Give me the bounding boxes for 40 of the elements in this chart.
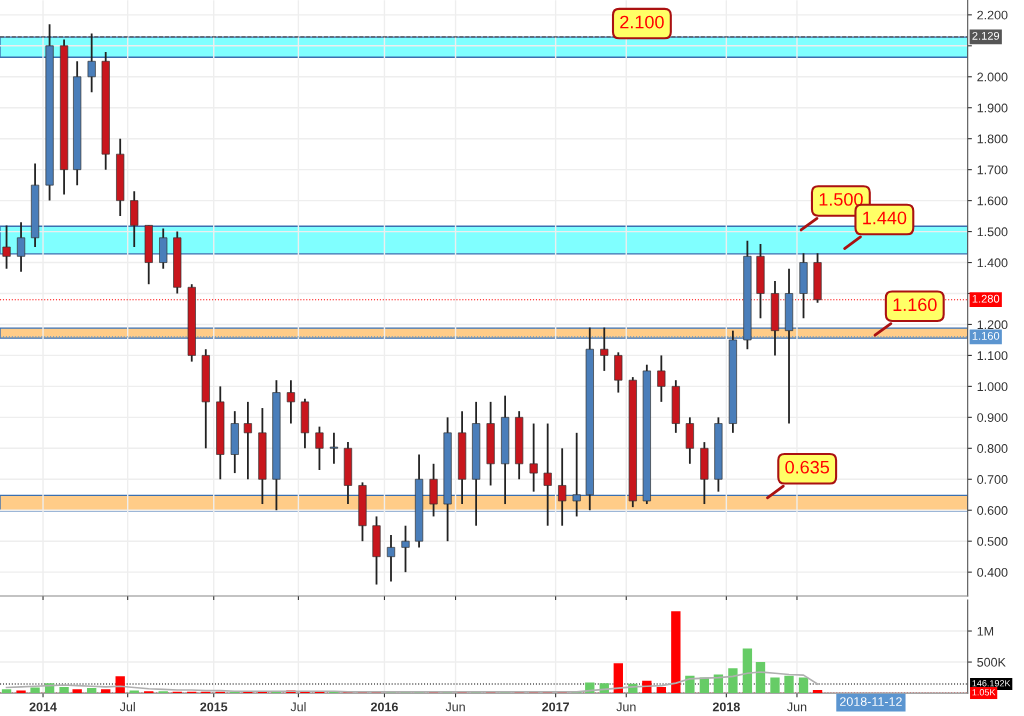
y-tick-label: 1.600 bbox=[977, 196, 1008, 206]
y-tick-label: 1M bbox=[977, 626, 994, 636]
ref-line-label: 1.280 bbox=[972, 294, 1000, 303]
x-tick-label: 2016 bbox=[370, 702, 398, 712]
y-tick-label: 0.400 bbox=[977, 567, 1008, 577]
ref-line-label: 2.129 bbox=[972, 31, 1000, 40]
annotation: 1.160 bbox=[893, 298, 937, 312]
y-tick-label: 1.900 bbox=[977, 103, 1008, 113]
x-tick-label: 2014 bbox=[29, 702, 57, 712]
ref-line-label: 1.160 bbox=[972, 331, 1000, 340]
y-tick-label: 500K bbox=[977, 657, 1006, 667]
x-tick-label: 2018 bbox=[712, 702, 740, 712]
x-tick-label: Jun bbox=[787, 702, 807, 712]
y-tick-label: 1.100 bbox=[977, 351, 1008, 361]
y-tick-label: 2.200 bbox=[977, 10, 1008, 20]
y-tick-label: 2.000 bbox=[977, 72, 1008, 82]
annotation: 0.635 bbox=[785, 460, 830, 474]
y-tick-label: 1.800 bbox=[977, 134, 1008, 144]
y-tick-label: 0.700 bbox=[977, 475, 1008, 484]
y-tick-label: 1.500 bbox=[977, 227, 1008, 237]
y-tick-label: 1.200 bbox=[977, 320, 1008, 330]
y-tick-label: 1.400 bbox=[977, 258, 1008, 268]
text: 2018-11-12 bbox=[840, 697, 902, 706]
y-tick-label: 0.900 bbox=[977, 413, 1008, 422]
annotation: 1.440 bbox=[863, 211, 907, 225]
y-tick-label: 1.000 bbox=[977, 382, 1008, 392]
ref-line-label: 146.192K bbox=[972, 680, 1011, 687]
x-tick-label: Jun bbox=[616, 702, 636, 712]
annotation: 1.500 bbox=[819, 193, 863, 206]
x-tick-label: Jun bbox=[445, 702, 465, 712]
x-tick-label: Jul bbox=[119, 702, 135, 712]
annotation: 2.100 bbox=[620, 15, 664, 29]
y-tick-label: 0.800 bbox=[977, 444, 1008, 453]
y-tick-label: 1.700 bbox=[977, 165, 1008, 175]
y-tick-label: 0.600 bbox=[977, 506, 1008, 515]
ref-line-label: 1.05K bbox=[972, 689, 996, 696]
x-tick-label: Jul bbox=[290, 702, 306, 712]
x-tick-label: 2017 bbox=[542, 702, 569, 712]
x-tick-label: 2015 bbox=[200, 702, 228, 712]
y-tick-label: 0.500 bbox=[977, 537, 1008, 546]
